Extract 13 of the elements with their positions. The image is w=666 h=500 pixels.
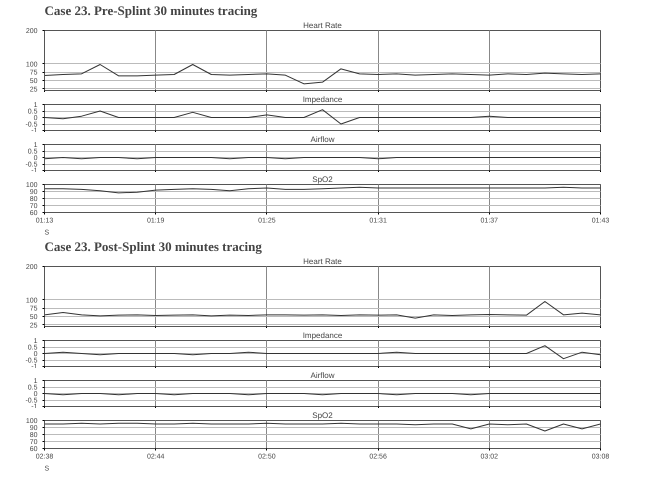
chart-subtitle: Heart Rate	[303, 257, 342, 266]
chart-title: Airflow	[310, 371, 335, 380]
line-series	[44, 64, 600, 84]
line-series	[44, 422, 600, 432]
chart-title: Impedance	[302, 331, 343, 340]
chart-title: Case 23. Post-Splint 30 minutes tracing	[44, 239, 262, 254]
chart-subtitle: Heart Rate	[303, 21, 342, 30]
chart-title: Airflow	[310, 135, 335, 144]
chart-title: Impedance	[302, 95, 343, 104]
line-series	[44, 301, 600, 319]
chart-title: SpO2	[312, 175, 334, 184]
chart-title: Case 23. Pre-Splint 30 minutes tracing	[44, 3, 258, 18]
chart-title: SpO2	[312, 411, 334, 420]
